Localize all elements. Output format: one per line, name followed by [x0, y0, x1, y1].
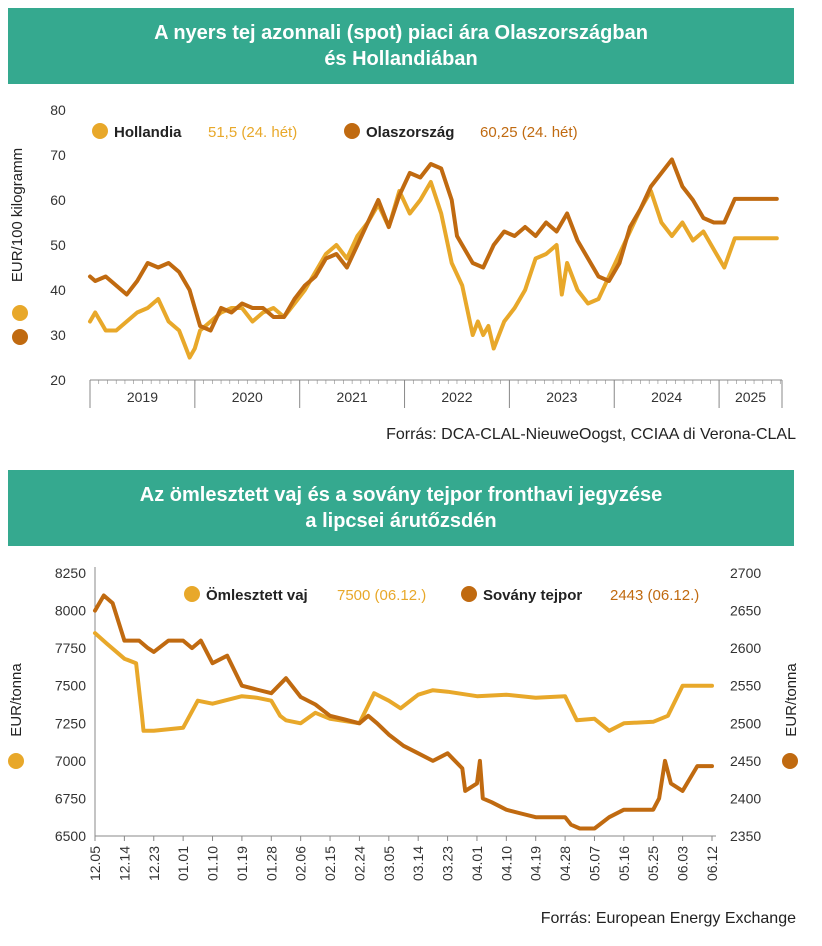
left-y-tick-label: 6750 [55, 790, 86, 806]
x-tick-label: 05.16 [616, 846, 632, 881]
chart1-source: Forrás: DCA-CLAL-NieuweOogst, CCIAA di V… [386, 426, 796, 443]
right-y-tick-label: 2700 [730, 565, 761, 581]
x-tick-label: 05.25 [645, 846, 661, 881]
legend-name-olaszorszag: Olaszország [366, 124, 454, 141]
year-label: 2025 [735, 389, 766, 405]
series-line-tejpor [93, 593, 714, 831]
y-tick-label: 70 [50, 147, 66, 163]
chart1-plot: 80 70 60 50 40 30 20 2019 2020 2021 2022 2023 2024 20… [9, 102, 783, 408]
chart2-title-line1: Az ömlesztett vaj és a sovány tejpor fro… [139, 484, 663, 506]
year-label: 2024 [651, 389, 682, 405]
y-tick-label: 50 [50, 237, 66, 253]
x-tick-label: 12.23 [146, 846, 162, 881]
right-y-tick-label: 2650 [730, 603, 761, 619]
year-label: 2021 [337, 389, 368, 405]
legend-value-vaj: 7500 (06.12.) [337, 587, 426, 604]
left-y-tick-label: 7250 [55, 715, 86, 731]
chart1-title-line1: A nyers tej azonnali (spot) piaci ára Ol… [154, 22, 648, 44]
y-tick-label: 80 [50, 102, 66, 118]
series-line-olaszorszag [88, 157, 779, 333]
chart1-title-line2: és Hollandiában [324, 48, 478, 70]
x-tick-label: 04.01 [469, 846, 485, 881]
chart2-title: Az ömlesztett vaj és a sovány tejpor fro… [8, 470, 794, 546]
legend-dot-tejpor [461, 586, 477, 602]
chart1-title: A nyers tej azonnali (spot) piaci ára Ol… [8, 8, 794, 84]
x-tick-label: 06.03 [675, 846, 691, 881]
x-tick-label: 03.05 [381, 846, 397, 881]
right-y-tick-label: 2500 [730, 715, 761, 731]
left-y-tick-label: 8000 [55, 603, 86, 619]
y-tick-label: 40 [50, 282, 66, 298]
y-axis-label: EUR/100 kilogramm [9, 148, 26, 282]
right-y-tick-label: 2450 [730, 753, 761, 769]
left-y-tick-label: 6500 [55, 828, 86, 844]
legend-name-hollandia: Hollandia [114, 124, 182, 141]
left-y-axis-dot [8, 753, 24, 769]
x-tick-label: 02.15 [322, 846, 338, 881]
x-tick-label: 06.12 [704, 846, 720, 881]
x-tick-label: 01.19 [234, 846, 250, 881]
left-y-axis-label: EUR/tonna [8, 663, 25, 737]
x-tick-label: 04.19 [528, 846, 544, 881]
right-y-axis-dot [782, 753, 798, 769]
left-y-tick-label: 7000 [55, 753, 86, 769]
right-y-tick-label: 2350 [730, 828, 761, 844]
legend-value-tejpor: 2443 (06.12.) [610, 587, 699, 604]
legend-name-vaj: Ömlesztett vaj [206, 587, 308, 604]
y-tick-label: 60 [50, 192, 66, 208]
x-tick-label: 04.10 [498, 846, 514, 881]
right-y-axis-label: EUR/tonna [783, 663, 800, 737]
chart2-source: Forrás: European Energy Exchange [540, 910, 796, 927]
right-y-tick-label: 2600 [730, 640, 761, 656]
y-tick-label: 20 [50, 372, 66, 388]
legend-dot-hollandia [92, 123, 108, 139]
x-tick-label: 04.28 [557, 846, 573, 881]
legend-dot-olaszorszag [344, 123, 360, 139]
year-label: 2020 [232, 389, 263, 405]
x-tick-label: 03.14 [410, 846, 426, 881]
x-tick-label: 01.28 [263, 846, 279, 881]
x-tick-label: 12.05 [87, 846, 103, 881]
x-tick-label: 03.23 [440, 846, 456, 881]
series-line-vaj [93, 631, 714, 733]
right-y-tick-label: 2400 [730, 790, 761, 806]
y-axis-dot-hollandia [12, 305, 28, 321]
chart2-title-line2: a lipcsei árutőzsdén [305, 510, 497, 532]
x-tick-label: 02.06 [293, 846, 309, 881]
left-y-tick-label: 7750 [55, 640, 86, 656]
year-label: 2022 [441, 389, 472, 405]
x-tick-label: 02.24 [351, 846, 367, 881]
x-tick-label: 01.01 [175, 846, 191, 881]
legend-value-olaszorszag: 60,25 (24. hét) [480, 124, 578, 141]
legend-value-hollandia: 51,5 (24. hét) [208, 124, 297, 141]
right-y-tick-label: 2550 [730, 678, 761, 694]
legend-dot-vaj [184, 586, 200, 602]
left-y-tick-label: 8250 [55, 565, 86, 581]
x-tick-label: 01.10 [205, 846, 221, 881]
y-axis-dot-olaszorszag [12, 329, 28, 345]
x-tick-label: 05.07 [586, 846, 602, 881]
year-label: 2019 [127, 389, 158, 405]
y-tick-label: 30 [50, 327, 66, 343]
left-y-tick-label: 7500 [55, 678, 86, 694]
year-label: 2023 [546, 389, 577, 405]
x-tick-label: 12.14 [116, 846, 132, 881]
legend-name-tejpor: Sovány tejpor [483, 587, 582, 604]
